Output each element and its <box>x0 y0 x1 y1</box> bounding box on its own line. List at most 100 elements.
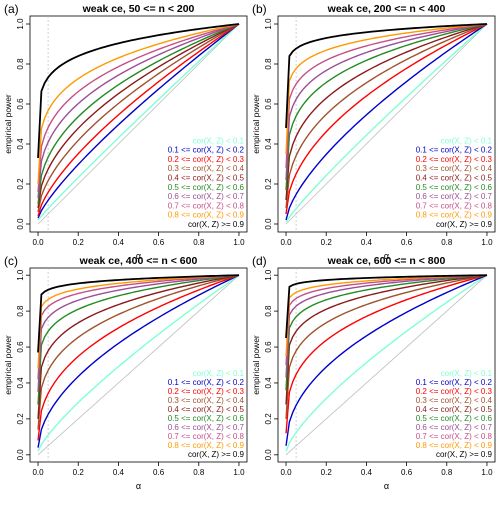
series-line <box>37 274 240 430</box>
legend-entry: 0.1 <= cor(X, Z) < 0.2 <box>168 378 245 387</box>
legend-entry: 0.6 <= cor(X, Z) < 0.7 <box>168 192 245 201</box>
series-line <box>37 23 240 217</box>
legend-entry: 0.5 <= cor(X, Z) < 0.6 <box>168 414 245 423</box>
x-axis-label: α <box>384 251 389 261</box>
chart-panel-4: 0.0 0.2 0.4 0.6 0.8 1.0 0.0 0.2 0.4 0.6 0.8 1.0 α emp… <box>251 254 496 491</box>
series-line <box>285 23 488 223</box>
legend-entry: 0.7 <= cor(X, Z) < 0.8 <box>416 432 493 441</box>
x-tick-label: 0.4 <box>113 238 125 247</box>
series-line <box>37 23 240 219</box>
series-line <box>37 23 240 159</box>
series-line <box>285 274 488 452</box>
panel-label: (d) <box>252 254 267 268</box>
legend-entry: 0.8 <= cor(X, Z) < 0.9 <box>416 211 493 220</box>
series-line <box>37 23 240 209</box>
series-line <box>37 274 240 405</box>
x-tick-label: 0.0 <box>32 468 44 477</box>
legend-entry: 0.4 <= cor(X, Z) < 0.5 <box>416 174 493 183</box>
series-line <box>37 23 240 205</box>
y-tick-label: 0.2 <box>264 178 273 190</box>
x-tick-label: 1.0 <box>481 468 493 477</box>
y-tick-label: 0.8 <box>264 58 273 70</box>
x-tick-label: 0.6 <box>153 468 165 477</box>
y-tick-label: 1.0 <box>16 18 25 30</box>
x-tick-label: 0.8 <box>193 238 205 247</box>
x-tick-label: 0.0 <box>280 238 292 247</box>
plot-frame <box>277 15 496 233</box>
series-line <box>37 23 240 199</box>
y-tick-label: 0.0 <box>264 218 273 230</box>
y-tick-label: 0.4 <box>264 138 273 150</box>
legend-entry: 0.7 <= cor(X, Z) < 0.8 <box>416 201 493 210</box>
legend-entry: 0.5 <= cor(X, Z) < 0.6 <box>416 183 493 192</box>
x-tick-label: 0.0 <box>32 238 44 247</box>
series-line <box>37 274 240 441</box>
legend-entry: 0.2 <= cor(X, Z) < 0.3 <box>168 155 245 164</box>
x-tick-label: 0.2 <box>321 238 333 247</box>
series-line <box>37 274 240 419</box>
y-tick-label: 0.8 <box>16 58 25 70</box>
panel-title: weak ce, 600 <= n < 800 <box>327 255 446 267</box>
x-tick-label: 0.6 <box>401 468 413 477</box>
legend-entry: 0.8 <= cor(X, Z) < 0.9 <box>168 441 245 450</box>
y-tick-label: 1.0 <box>264 18 273 30</box>
series-line <box>285 23 488 169</box>
series-line <box>37 274 240 448</box>
legend-entry: 0.1 <= cor(X, Z) < 0.2 <box>416 378 493 387</box>
series-line <box>285 23 488 155</box>
legend-entry: 0.7 <= cor(X, Z) < 0.8 <box>168 201 245 210</box>
y-axis-label: empirical power <box>3 94 13 154</box>
legend-entry: 0.2 <= cor(X, Z) < 0.3 <box>168 387 245 396</box>
y-tick-label: 0.0 <box>264 449 273 461</box>
legend-entry: 0.8 <= cor(X, Z) < 0.9 <box>168 211 245 220</box>
y-tick-label: 0.2 <box>264 413 273 425</box>
x-axis-label: α <box>384 481 389 491</box>
legend-entry: 0.3 <= cor(X, Z) < 0.4 <box>168 396 245 405</box>
chart-panel-3: 0.0 0.2 0.4 0.6 0.8 1.0 0.0 0.2 0.4 0.6 0.8 1.0 α emp… <box>3 254 248 491</box>
y-tick-label: 0.6 <box>16 98 25 110</box>
x-tick-label: 0.6 <box>401 238 413 247</box>
plot-frame <box>29 15 248 233</box>
chart-panel-2: 0.0 0.2 0.4 0.6 0.8 1.0 0.0 0.2 0.4 0.6 0.8 1.0 α emp… <box>251 2 496 261</box>
panel-label: (c) <box>4 254 18 268</box>
panel-label: (b) <box>252 2 267 16</box>
series-line <box>37 274 239 353</box>
series-line <box>285 274 488 446</box>
legend-entry: 0.3 <= cor(X, Z) < 0.4 <box>168 164 245 173</box>
x-tick-label: 0.8 <box>193 468 205 477</box>
legend-entry: 0.1 <= cor(X, Z) < 0.2 <box>416 146 493 155</box>
series-line <box>37 23 240 193</box>
x-tick-label: 0.8 <box>441 468 453 477</box>
x-tick-label: 0.2 <box>73 468 85 477</box>
legend-entry: 0.6 <= cor(X, Z) < 0.7 <box>168 423 245 432</box>
y-tick-label: 0.6 <box>264 98 273 110</box>
legend-entry: 0.5 <= cor(X, Z) < 0.6 <box>168 183 245 192</box>
legend-entry: cor(X, Z) >= 0.9 <box>188 220 245 229</box>
y-tick-label: 0.2 <box>16 413 25 425</box>
diagonal-reference-line <box>37 23 240 225</box>
chart-panel-1: 0.0 0.2 0.4 0.6 0.8 1.0 0.0 0.2 0.4 0.6 0.8 1.0 α emp… <box>3 2 248 261</box>
legend-entry: 0.8 <= cor(X, Z) < 0.9 <box>416 441 493 450</box>
series-line <box>285 274 487 339</box>
series-line <box>37 23 240 221</box>
x-axis-label: α <box>136 251 141 261</box>
series-line <box>37 23 240 185</box>
x-tick-label: 1.0 <box>233 468 245 477</box>
series-line <box>285 23 488 209</box>
legend-entry: 0.3 <= cor(X, Z) < 0.4 <box>416 164 493 173</box>
series-line <box>37 274 240 452</box>
y-tick-label: 1.0 <box>16 269 25 281</box>
series-line <box>37 274 240 392</box>
panel-title: weak ce, 400 <= n < 600 <box>79 255 198 267</box>
legend-entry: 0.2 <= cor(X, Z) < 0.3 <box>416 387 493 396</box>
legend-entry: 0.1 <= cor(X, Z) < 0.2 <box>168 146 245 155</box>
diagonal-reference-line <box>285 274 488 456</box>
x-axis-label: α <box>136 481 141 491</box>
diagonal-reference-line <box>285 23 488 225</box>
x-tick-label: 0.2 <box>73 238 85 247</box>
y-tick-label: 0.6 <box>16 341 25 353</box>
legend-entry: 0.3 <= cor(X, Z) < 0.4 <box>416 396 493 405</box>
series-line <box>285 23 488 181</box>
y-axis-label: empirical power <box>251 335 261 395</box>
